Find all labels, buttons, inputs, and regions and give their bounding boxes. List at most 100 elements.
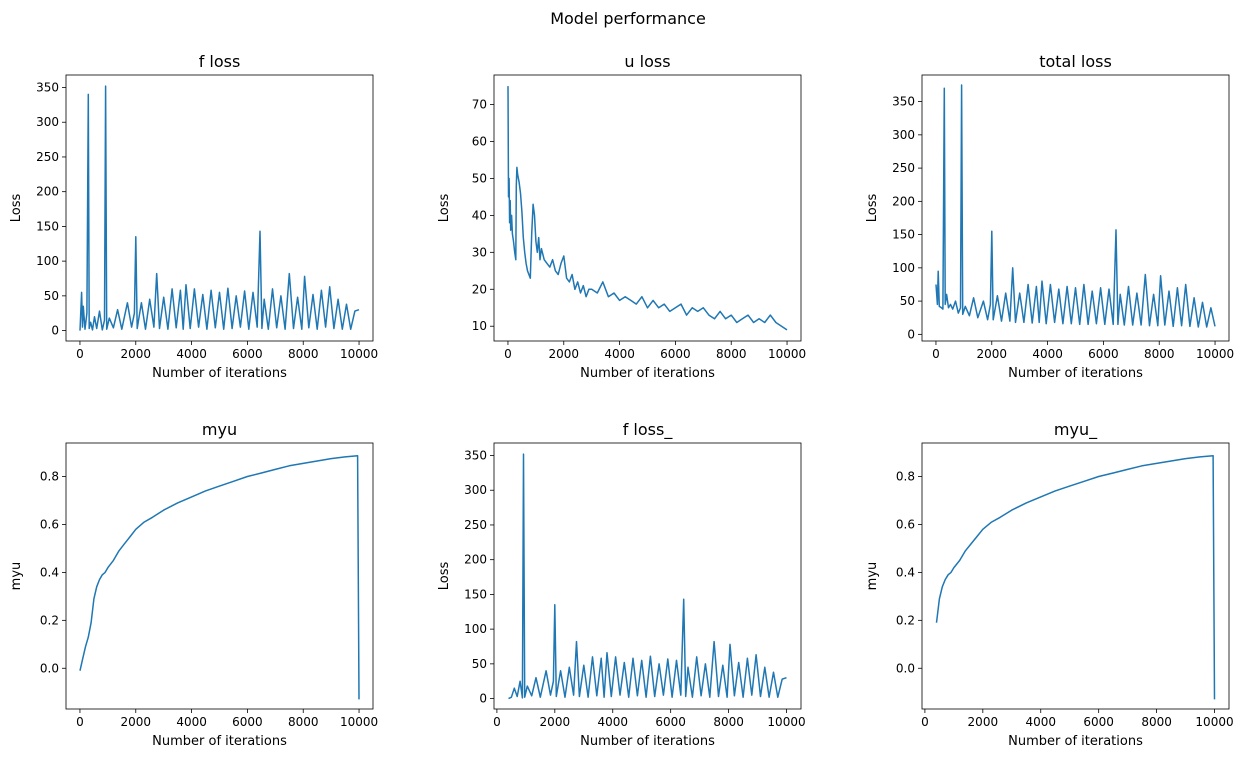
x-tick-label: 4000 xyxy=(176,347,207,361)
y-tick-label: 200 xyxy=(464,553,487,567)
x-tick-label: 2000 xyxy=(540,715,571,729)
x-tick-label: 6000 xyxy=(655,715,686,729)
x-tick-label: 10000 xyxy=(768,347,806,361)
x-axis-label: Number of iterations xyxy=(1008,366,1143,381)
y-tick-label: 50 xyxy=(900,294,915,308)
x-tick-label: 0 xyxy=(504,347,512,361)
x-axis-label: Number of iterations xyxy=(580,366,715,381)
x-tick-label: 10000 xyxy=(767,715,805,729)
axes-frame xyxy=(493,74,802,342)
y-tick-label: 0.8 xyxy=(896,470,915,484)
y-tick-label: 0.4 xyxy=(896,565,915,579)
subplot-title: total loss xyxy=(1039,52,1112,71)
x-axis-label: Number of iterations xyxy=(152,366,287,381)
y-tick-label: 300 xyxy=(892,128,915,142)
y-axis-label: myu xyxy=(865,562,880,591)
subplot-f-loss: f loss 0 2000 4000 6000 8000 10000 0 50 100 150 200… xyxy=(9,52,378,381)
series-line xyxy=(79,85,360,331)
y-tick-label: 150 xyxy=(36,219,59,233)
x-tick-label: 0 xyxy=(493,715,501,729)
y-tick-label: 100 xyxy=(36,254,59,268)
x-tick-label: 8000 xyxy=(288,715,319,729)
y-axis-label: Loss xyxy=(865,194,880,223)
axes-frame xyxy=(65,442,374,710)
x-tick-label: 2000 xyxy=(548,347,579,361)
y-tick-label: 50 xyxy=(44,289,59,303)
y-tick-label: 20 xyxy=(472,282,487,296)
x-tick-label: 0 xyxy=(921,715,929,729)
y-tick-label: 150 xyxy=(892,228,915,242)
x-tick-label: 8000 xyxy=(1141,715,1172,729)
subplot-title: f loss_ xyxy=(623,420,674,440)
x-tick-label: 6000 xyxy=(660,347,691,361)
y-tick-label: 150 xyxy=(464,587,487,601)
x-axis-label: Number of iterations xyxy=(580,734,715,749)
subplot-title: f loss xyxy=(199,52,241,71)
y-tick-label: 50 xyxy=(472,171,487,185)
y-tick-label: 0.0 xyxy=(896,661,915,675)
subplot-title: myu xyxy=(202,420,237,439)
x-tick-label: 10000 xyxy=(1195,715,1233,729)
y-tick-label: 50 xyxy=(472,657,487,671)
axes-frame xyxy=(921,442,1230,710)
y-tick-label: 100 xyxy=(464,622,487,636)
x-tick-label: 2000 xyxy=(968,715,999,729)
x-tick-label: 10000 xyxy=(340,715,378,729)
x-tick-label: 6000 xyxy=(1088,347,1119,361)
y-tick-label: 10 xyxy=(472,319,487,333)
x-tick-label: 8000 xyxy=(716,347,747,361)
x-tick-label: 4000 xyxy=(604,347,635,361)
y-tick-label: 300 xyxy=(36,115,59,129)
y-axis-label: Loss xyxy=(9,194,24,223)
y-tick-label: 40 xyxy=(472,208,487,222)
x-tick-label: 4000 xyxy=(176,715,207,729)
y-tick-label: 350 xyxy=(892,95,915,109)
axes-frame xyxy=(493,442,802,710)
subplot-total-loss: total loss 0 2000 4000 6000 8000 10000 0 50 100 15… xyxy=(865,52,1234,381)
y-tick-label: 70 xyxy=(472,98,487,112)
y-tick-label: 350 xyxy=(36,81,59,95)
x-tick-label: 6000 xyxy=(232,715,263,729)
x-tick-label: 0 xyxy=(76,347,84,361)
y-tick-label: 100 xyxy=(892,261,915,275)
x-tick-label: 6000 xyxy=(1083,715,1114,729)
x-tick-label: 0 xyxy=(932,347,940,361)
y-tick-label: 0.6 xyxy=(896,517,915,531)
figure-suptitle: Model performance xyxy=(550,9,706,28)
y-axis-label: Loss xyxy=(437,562,452,591)
x-tick-label: 2000 xyxy=(120,715,151,729)
y-tick-label: 0.6 xyxy=(40,517,59,531)
series-line xyxy=(935,84,1216,328)
series-line xyxy=(935,454,1216,700)
x-tick-label: 8000 xyxy=(288,347,319,361)
y-tick-label: 250 xyxy=(892,161,915,175)
subplot-f-loss-2: f loss_ 0 2000 4000 6000 8000 10000 0 50 100 150 20… xyxy=(437,420,806,749)
x-tick-label: 10000 xyxy=(1196,347,1234,361)
y-tick-label: 30 xyxy=(472,245,487,259)
series-line xyxy=(508,453,787,700)
y-tick-label: 60 xyxy=(472,135,487,149)
y-tick-label: 200 xyxy=(36,185,59,199)
y-tick-label: 0.2 xyxy=(896,613,915,627)
x-tick-label: 6000 xyxy=(232,347,263,361)
y-tick-label: 0 xyxy=(907,327,915,341)
x-tick-label: 4000 xyxy=(1025,715,1056,729)
x-tick-label: 2000 xyxy=(976,347,1007,361)
x-tick-label: 2000 xyxy=(120,347,151,361)
x-tick-label: 4000 xyxy=(597,715,628,729)
series-line xyxy=(507,86,788,331)
subplot-title: myu_ xyxy=(1054,420,1098,440)
y-tick-label: 0.8 xyxy=(40,470,59,484)
x-axis-label: Number of iterations xyxy=(152,734,287,749)
x-tick-label: 4000 xyxy=(1032,347,1063,361)
x-tick-label: 0 xyxy=(76,715,84,729)
y-tick-label: 250 xyxy=(464,518,487,532)
axes-frame xyxy=(65,74,374,342)
y-axis-label: Loss xyxy=(437,194,452,223)
y-tick-label: 250 xyxy=(36,150,59,164)
series-line xyxy=(79,454,360,700)
subplot-myu-2: myu_ 0 2000 4000 6000 8000 10000 0.0 0.2 0.4 0.6 0.… xyxy=(865,420,1234,749)
x-tick-label: 8000 xyxy=(713,715,744,729)
y-axis-label: myu xyxy=(9,562,24,591)
